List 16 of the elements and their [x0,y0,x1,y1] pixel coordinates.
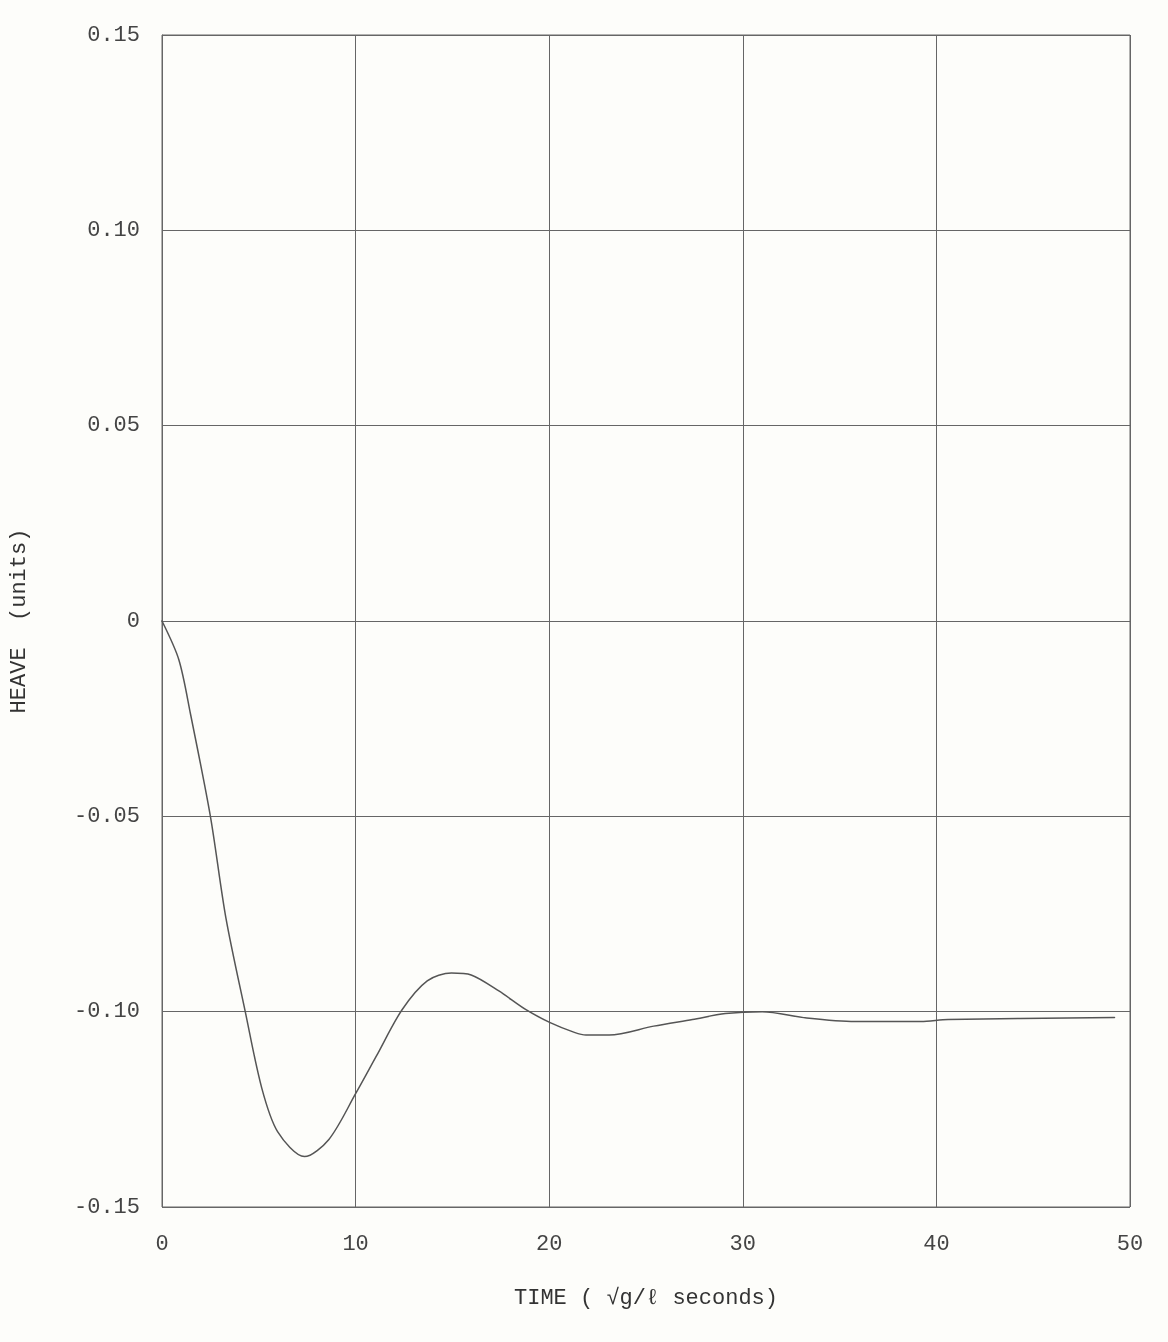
y-tick-label: 0.10 [87,217,140,243]
y-axis-title: HEAVE (units) [6,528,32,714]
x-tick-label: 20 [536,1231,563,1257]
y-tick-label: -0.05 [73,803,140,829]
x-tick-label: 10 [342,1231,369,1257]
y-tick-label: 0 [126,608,140,634]
y-tick-label: -0.15 [73,1194,140,1220]
line-series [161,620,1116,1158]
x-tick-label: 30 [729,1231,756,1257]
y-tick-label: 0.15 [87,22,140,48]
x-axis-title: TIME ( √g/ℓ seconds) [513,1285,779,1311]
x-tick-label: 50 [1116,1231,1144,1257]
y-tick-label: 0.05 [87,413,140,439]
x-tick-label: 0 [155,1231,169,1257]
y-tick-label: -0.10 [73,999,140,1025]
x-tick-label: 40 [923,1231,950,1257]
